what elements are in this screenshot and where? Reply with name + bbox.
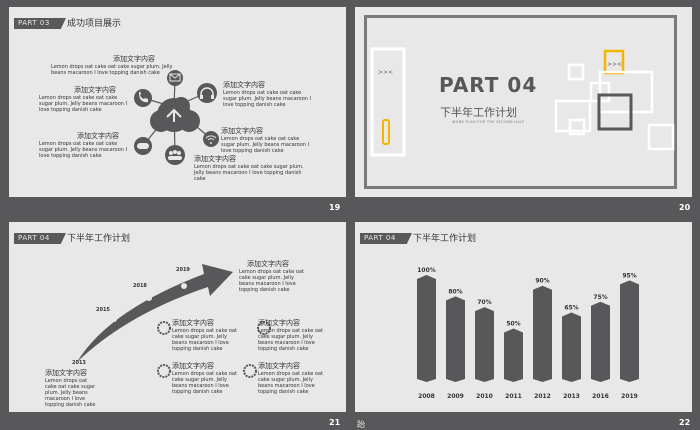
item-body: Lemon drops oat cake oat cake sugar plum… [51,64,173,76]
year-2015: 2015 [96,307,110,313]
bar-value-label: 90% [535,278,549,285]
item-body: Lemon drops oat cake oat cake sugar plum… [172,328,237,352]
item-head: 添加文字内容 [247,260,289,268]
category-label: 2019 [621,393,638,400]
gear-icon [257,321,271,335]
item-head: 添加文字内容 [45,369,87,377]
year-2013: 2013 [72,360,86,366]
part-tag: PART 04 [14,233,66,244]
part-tag: PART 03 [14,18,66,29]
bar-2013 [562,312,581,382]
bar-value-label: 80% [448,288,462,295]
item-head: 添加文字内容 [258,362,300,370]
users-icon [165,145,185,165]
category-label: 2010 [476,393,493,400]
item-head: 添加文字内容 [194,155,236,163]
bar-2012 [533,285,552,382]
bar-2011 [504,328,523,382]
year-2018: 2018 [133,283,147,289]
category-label: 2013 [563,393,580,400]
slide-21[interactable]: PART 04 下半年工作计划 2019 2018 2015 2013 添加文字… [9,222,346,412]
item-head: 添加文字内容 [74,86,116,94]
slide-22[interactable]: PART 04 下半年工作计划 100% 2008 80% 2009 70% 2010 50… [355,222,692,412]
wifi-icon [203,131,219,147]
bar-2010 [475,307,494,382]
part-subtitle: 下半年工作计划 [440,106,517,119]
bar-value-label: 70% [477,299,491,306]
slide-frame [364,15,677,189]
item-body: Lemon drops oat cake oat cake sugar plum… [45,378,96,408]
growth-arrow [77,264,271,378]
bar-2009 [446,296,465,382]
bar-value-label: 75% [593,294,607,301]
slide-19[interactable]: PART 03 成功项目展示 添加文字内容 Lemon drops oat ca… [9,7,346,197]
bar-value-label: 50% [506,321,520,328]
slide-number-22: 22 [679,418,691,427]
bar-2008 [417,275,436,382]
gear-icon [243,364,257,378]
part-tag: PART 04 [360,233,412,244]
item-body: Lemon drops oat cake oat cake sugar plum… [258,371,323,395]
category-label: 2016 [592,393,609,400]
decor-squares: >>< >>< [370,47,675,157]
cloud-icon [150,97,200,132]
item-head: 添加文字内容 [258,319,300,327]
mail-icon [167,70,183,86]
bar-value-label: 95% [622,272,636,279]
item-body: Lemon drops oat cake oat cake sugar plum… [221,136,310,154]
item-head: 添加文字内容 [172,362,214,370]
item-head: 添加文字内容 [77,132,119,140]
bar-chart: 100% 2008 80% 2009 70% 2010 50% 2011 90% 2012 65% 2… [417,267,639,400]
item-head: 添加文字内容 [221,127,263,135]
item-body: Lemon drops oat cake oat cake sugar plum… [223,90,312,108]
year-2019: 2019 [176,267,190,273]
icon-diagram [134,70,219,165]
bar-value-label: 65% [564,304,578,311]
footer-text: 跆 [357,420,365,429]
slide-title: 下半年工作计划 [67,234,131,244]
slide-title: 成功项目展示 [67,19,122,29]
part-caption: WORK PLAN FOR THE SECOND HALF [452,120,525,124]
slide-number-20: 20 [679,203,691,212]
item-head: 添加文字内容 [223,81,265,89]
item-body: Lemon drops oat cake oat cake sugar plum… [258,328,323,352]
headphones-icon [197,83,217,103]
svg-text:>><: >>< [607,61,622,68]
phone-icon [134,89,152,107]
item-body: Lemon drops oat cake oat cake sugar plum… [172,371,237,395]
category-label: 2012 [534,393,551,400]
category-label: 2009 [447,393,464,400]
svg-text:>><: >>< [378,69,393,76]
item-head: 添加文字内容 [113,55,155,63]
slide-title: 下半年工作计划 [413,234,477,244]
item-body: Lemon drops oat cake oat cake sugar plum… [39,141,128,159]
item-body: Lemon drops oat cake oat cake sugar plum… [39,95,128,113]
gear-icon [157,321,171,335]
bar-2019 [620,280,639,382]
item-body: Lemon drops oat cake oat cake sugar plum… [239,269,304,293]
bar-value-label: 100% [417,267,436,274]
slide-20[interactable]: >>< >>< PART 04 下半年工作计划 WORK PLAN FOR TH… [355,7,692,197]
item-head: 添加文字内容 [172,319,214,327]
gamepad-icon [134,137,152,155]
slide-number-21: 21 [329,418,341,427]
category-label: 2011 [505,393,522,400]
slide-number-19: 19 [329,203,341,212]
category-label: 2008 [418,393,435,400]
item-body: Lemon drops oat cake oat cake sugar plum… [194,164,304,182]
gear-icon [157,364,171,378]
bar-2016 [591,301,610,382]
part-heading: PART 04 [439,73,538,97]
